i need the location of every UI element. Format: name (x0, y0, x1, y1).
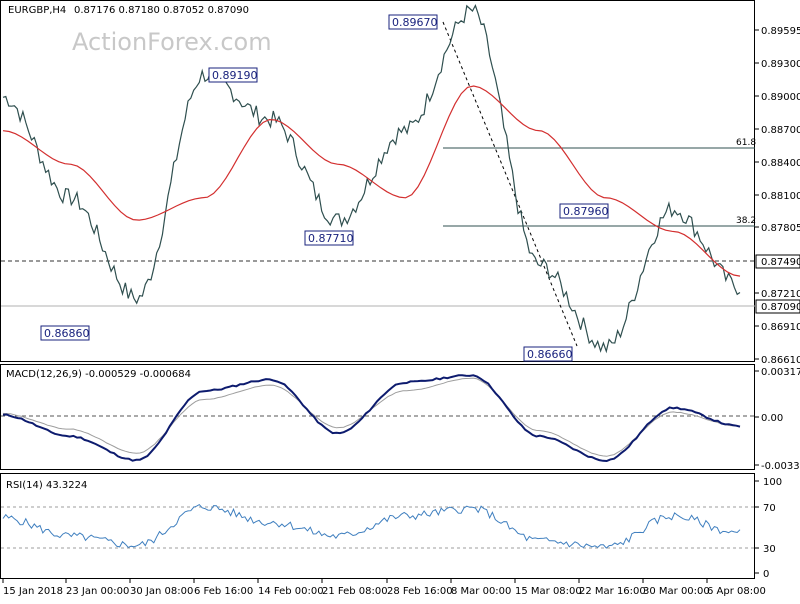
swing-label-text: 0.87710 (308, 232, 354, 245)
x-tick-label: 21 Feb 08:00 (322, 586, 388, 597)
x-tick-label: 30 Jan 08:00 (130, 586, 193, 597)
moving-average-line (2, 85, 741, 277)
x-tick-label: 23 Jan 00:00 (66, 586, 129, 597)
swing-label: 0.86660 (523, 346, 573, 362)
rsi-y-tick: 100 (763, 477, 782, 488)
level-label-box (755, 254, 800, 269)
swing-label: 0.89190 (208, 67, 258, 83)
trend-line (442, 21, 578, 347)
level-label: 0.87490 (761, 257, 800, 268)
x-tick-label: 8 Mar 00:00 (451, 586, 511, 597)
price-y-tick: 0.88100 (761, 191, 800, 202)
x-tick-label: 6 Feb 16:00 (194, 586, 253, 597)
price-y-tick: 0.88400 (761, 158, 800, 169)
rsi-title: RSI(14) 43.3224 (6, 480, 87, 491)
current-price-box (755, 299, 800, 314)
x-tick-label: 30 Mar 00:00 (643, 586, 710, 597)
ohlc-readout: 0.87176 0.87180 0.87052 0.87090 (74, 5, 249, 16)
x-axis: 15 Jan 2018 23 Jan 00:00 30 Jan 08:00 6 … (2, 579, 766, 597)
macd-y-tick: 0.00 (761, 413, 783, 424)
macd-title: MACD(12,26,9) -0.000529 -0.000684 (6, 369, 191, 380)
chart-symbol: EURGBP,H4 (8, 5, 66, 16)
price-y-tick: 0.89300 (761, 59, 800, 70)
fib-382-label: 38.2 (736, 216, 756, 226)
swing-label: 0.86860 (40, 325, 90, 341)
x-tick-label: 15 Jan 2018 (3, 586, 63, 597)
price-y-tick: 0.89000 (761, 92, 800, 103)
macd-y-tick: 0.003177 (761, 367, 800, 378)
current-price-label: 0.87090 (761, 302, 800, 313)
rsi-panel (0, 473, 755, 579)
swing-label-text: 0.86660 (527, 348, 573, 361)
price-y-tick: 0.89595 (761, 26, 800, 37)
x-tick-label: 6 Apr 08:00 (707, 586, 766, 597)
swing-label: 0.87710 (304, 230, 354, 246)
swing-label-text: 0.89190 (212, 69, 258, 82)
rsi-y-tick: 70 (763, 503, 776, 514)
x-tick-label: 22 Mar 16:00 (579, 586, 646, 597)
price-y-tick: 0.87805 (761, 223, 800, 234)
swing-label-text: 0.86860 (44, 327, 90, 340)
x-tick-label: 28 Feb 16:00 (387, 586, 453, 597)
swing-label: 0.89670 (388, 14, 438, 30)
watermark: ActionForex.com (72, 28, 272, 56)
swing-label: 0.87960 (559, 203, 609, 219)
x-tick-label: 15 Mar 08:00 (515, 586, 582, 597)
rsi-y-tick: 30 (763, 544, 776, 555)
macd-y-tick: -0.00334 (761, 461, 800, 472)
fib-618-label: 61.8 (736, 138, 756, 148)
price-y-axis: 0.89595 0.89300 0.89000 0.88700 0.88400 … (755, 26, 800, 366)
x-tick-label: 14 Feb 00:00 (258, 586, 324, 597)
rsi-y-tick: 0 (763, 569, 769, 580)
price-y-tick: 0.86610 (761, 355, 800, 366)
macd-panel (0, 364, 755, 470)
price-panel (0, 0, 755, 362)
price-y-tick: 0.88700 (761, 125, 800, 136)
price-y-tick: 0.86910 (761, 322, 800, 333)
rsi-line (2, 503, 741, 549)
swing-label-text: 0.89670 (392, 16, 438, 29)
macd-line (2, 374, 741, 463)
swing-label-text: 0.87960 (563, 205, 609, 218)
price-y-tick: 0.87210 (761, 289, 800, 300)
